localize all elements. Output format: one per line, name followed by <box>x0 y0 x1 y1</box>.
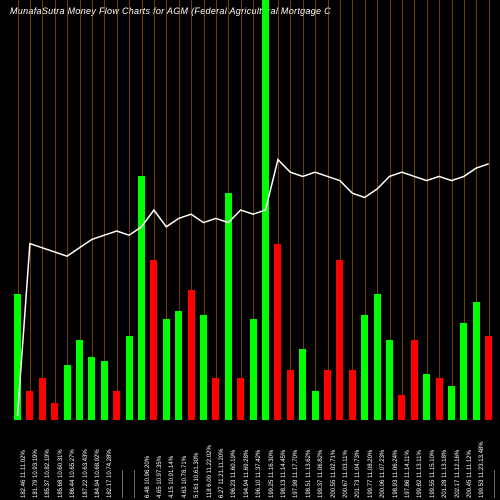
volume-bar <box>212 378 219 420</box>
volume-bar <box>26 391 33 420</box>
grid-line <box>104 0 105 420</box>
x-axis-label: 182.46 11.11.02% <box>21 450 27 498</box>
grid-line <box>352 0 353 420</box>
x-axis-label: 194.94 11.69.28% <box>244 450 250 498</box>
grid-line <box>402 0 403 420</box>
x-axis-label: 4.63 10.78.71% <box>182 456 188 498</box>
volume-bar <box>225 193 232 420</box>
x-axis-label: 184.94 10.68.92% <box>95 449 101 498</box>
volume-bar <box>51 403 58 420</box>
volume-bar <box>262 0 269 420</box>
volume-bar <box>299 349 306 420</box>
x-axis-label: 199.25 11.16.30% <box>269 450 275 498</box>
x-axis-label: 185.68 10.60.31% <box>58 449 64 498</box>
volume-bar <box>349 370 356 420</box>
volume-bar <box>88 357 95 420</box>
grid-line <box>30 0 31 420</box>
grid-line <box>439 0 440 420</box>
volume-bar <box>64 365 71 420</box>
grid-line <box>216 0 217 420</box>
x-axis-label: -------------- <box>120 470 126 498</box>
x-axis-label: 196.23 11.60.19% <box>231 450 237 498</box>
volume-bar <box>200 315 207 420</box>
volume-bar <box>287 370 294 420</box>
x-axis-label: 200.55 11.02.71% <box>331 450 337 498</box>
volume-bar <box>423 374 430 420</box>
x-axis-label: 6.27 11.21.11.20% <box>219 449 225 499</box>
grid-line <box>117 0 118 420</box>
x-axis-label: 196.10 11.37.42% <box>256 450 262 498</box>
x-axis-label: 4.15 10.91.14% <box>169 456 175 498</box>
volume-bar <box>274 244 281 420</box>
x-axis-label: -------------- <box>132 470 138 498</box>
volume-bar <box>163 319 170 420</box>
volume-bar <box>150 260 157 420</box>
volume-bar <box>175 311 182 420</box>
volume-bar <box>436 378 443 420</box>
volume-bar <box>312 391 319 420</box>
x-axis-label: 197.98 11.17.70% <box>293 450 299 498</box>
x-axis-labels: 182.46 11.11.02% 181.79 10.93.19% 185.37 1… <box>0 422 500 500</box>
x-axis-label: 201.28 11.13.18% <box>442 450 448 498</box>
volume-bar <box>237 378 244 420</box>
x-axis-label: 199.77 11.08.20% <box>368 450 374 498</box>
volume-bar <box>485 336 492 420</box>
x-axis-label: 200.45 11.11.12% <box>467 450 473 498</box>
grid-line <box>427 0 428 420</box>
x-axis-label: 201.73 11.04.73% <box>355 450 361 498</box>
x-axis-label: 199.53 11.23.13.48% <box>479 441 485 498</box>
x-axis-label: 118 6.00 11.22.02% <box>207 445 213 498</box>
x-axis-label: 199.82 11.13.11% <box>417 450 423 498</box>
x-axis-label: 197.86 11.14.11% <box>405 450 411 498</box>
volume-bar <box>138 176 145 420</box>
volume-bar <box>76 340 83 420</box>
x-axis-label: 202.17 11.12.16% <box>455 450 461 498</box>
x-axis-label: 199.55 11.15.10% <box>430 450 436 498</box>
x-axis-label: 181.79 10.93.19% <box>33 449 39 498</box>
volume-bar <box>398 395 405 420</box>
volume-bar <box>250 319 257 420</box>
x-axis-label: 185.37 10.82.19% <box>45 449 51 498</box>
x-axis-label: 198.51 11.13.62% <box>306 450 312 498</box>
x-axis-label: 5.161 10.61.30% <box>194 453 200 498</box>
grid-line <box>328 0 329 420</box>
x-axis-label: 187.22 10.63.43% <box>83 449 89 498</box>
volume-bar <box>374 294 381 420</box>
volume-bar <box>126 336 133 420</box>
volume-bar <box>448 386 455 420</box>
chart-plot-area <box>0 0 500 420</box>
volume-bar <box>336 260 343 420</box>
volume-bar <box>14 294 21 420</box>
money-flow-chart: MunafaSutra Money Flow Charts for AGM (F… <box>0 0 500 500</box>
grid-line <box>290 0 291 420</box>
x-axis-label: 200.67 11.03.11% <box>343 450 349 498</box>
volume-bar <box>39 378 46 420</box>
volume-bar <box>101 361 108 420</box>
volume-bar <box>188 290 195 420</box>
x-axis-label: -------------- <box>492 470 498 498</box>
volume-bar <box>113 391 120 420</box>
x-axis-label: 4.65 10.97.35% <box>157 456 163 498</box>
x-axis-label: 182.17 10.74.28% <box>107 449 113 498</box>
grid-line <box>315 0 316 420</box>
grid-line <box>241 0 242 420</box>
x-axis-label: 198.13 11.14.45% <box>281 450 287 498</box>
x-axis-label: 199.37 11.06.82% <box>318 450 324 498</box>
volume-bar <box>460 323 467 420</box>
x-axis-label: 6.48 10.96.20% <box>145 456 151 498</box>
x-axis-label: 186.44 10.65.27% <box>70 449 76 498</box>
x-axis-label: 198.93 11.06.24% <box>393 450 399 498</box>
volume-bar <box>361 315 368 420</box>
volume-bar <box>473 302 480 420</box>
x-axis-label: 200.06 11.07.23% <box>380 450 386 498</box>
grid-line <box>55 0 56 420</box>
volume-bar <box>411 340 418 420</box>
grid-line <box>42 0 43 420</box>
volume-bar <box>386 340 393 420</box>
grid-line <box>67 0 68 420</box>
volume-bar <box>324 370 331 420</box>
grid-line <box>452 0 453 420</box>
